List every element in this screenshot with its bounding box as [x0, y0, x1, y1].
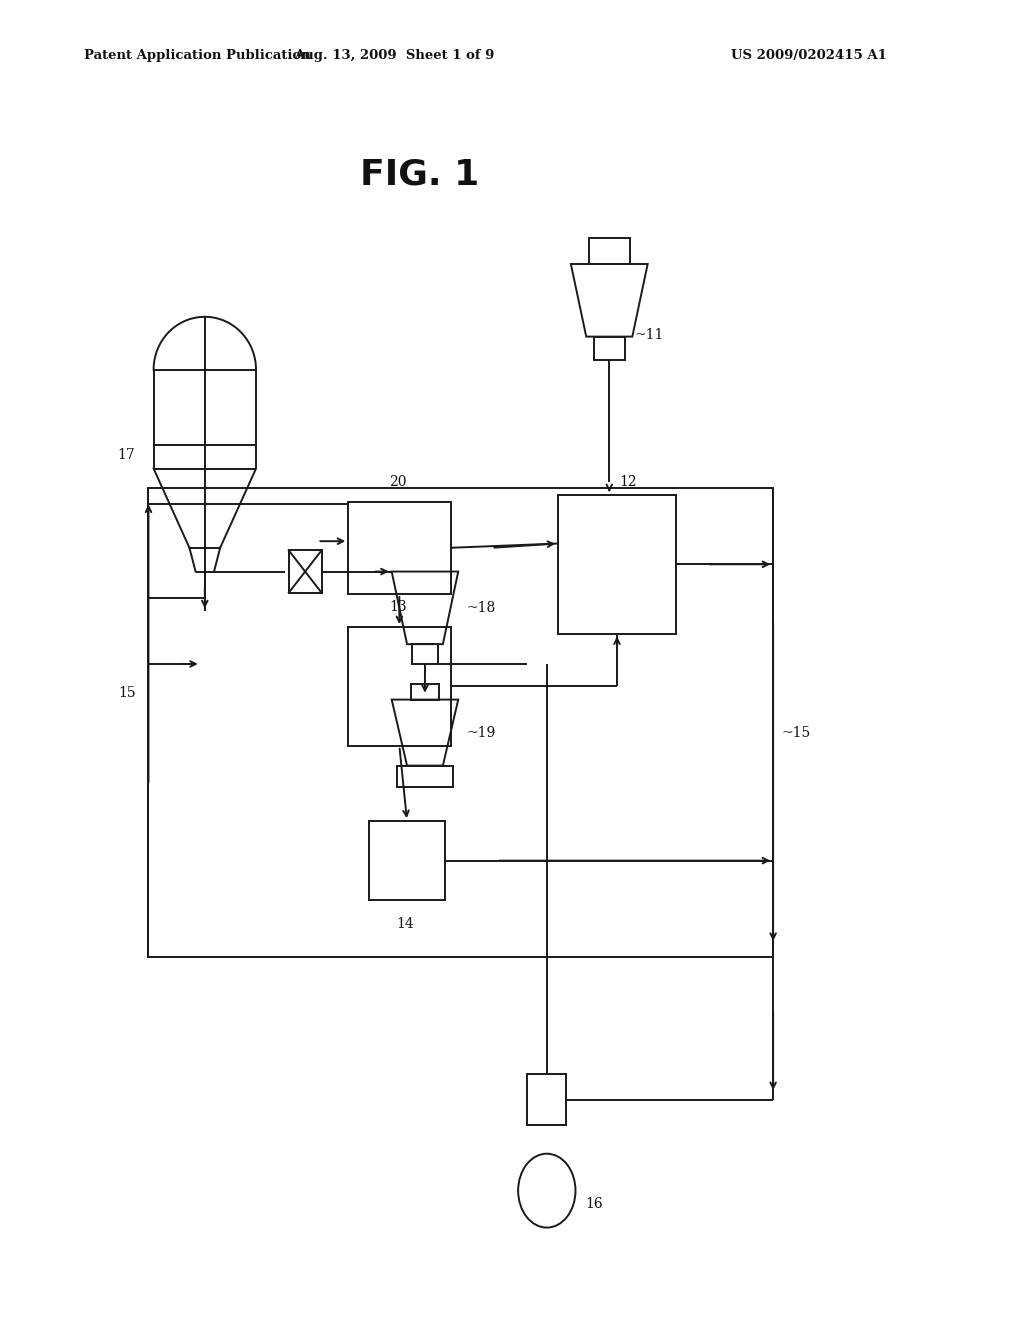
Text: ~11: ~11: [635, 329, 665, 342]
Text: 16: 16: [586, 1197, 603, 1210]
Text: ~19: ~19: [467, 726, 496, 739]
Text: ~18: ~18: [467, 601, 496, 615]
Text: Patent Application Publication: Patent Application Publication: [84, 49, 310, 62]
Text: 13: 13: [389, 601, 407, 614]
Text: FIG. 1: FIG. 1: [360, 157, 479, 191]
Text: 20: 20: [389, 475, 407, 488]
Text: 12: 12: [620, 475, 637, 488]
Text: 14: 14: [396, 917, 415, 931]
Text: US 2009/0202415 A1: US 2009/0202415 A1: [731, 49, 887, 62]
Text: ~15: ~15: [781, 726, 811, 739]
Text: 15: 15: [119, 686, 136, 700]
Text: Aug. 13, 2009  Sheet 1 of 9: Aug. 13, 2009 Sheet 1 of 9: [294, 49, 495, 62]
Text: 17: 17: [118, 449, 135, 462]
